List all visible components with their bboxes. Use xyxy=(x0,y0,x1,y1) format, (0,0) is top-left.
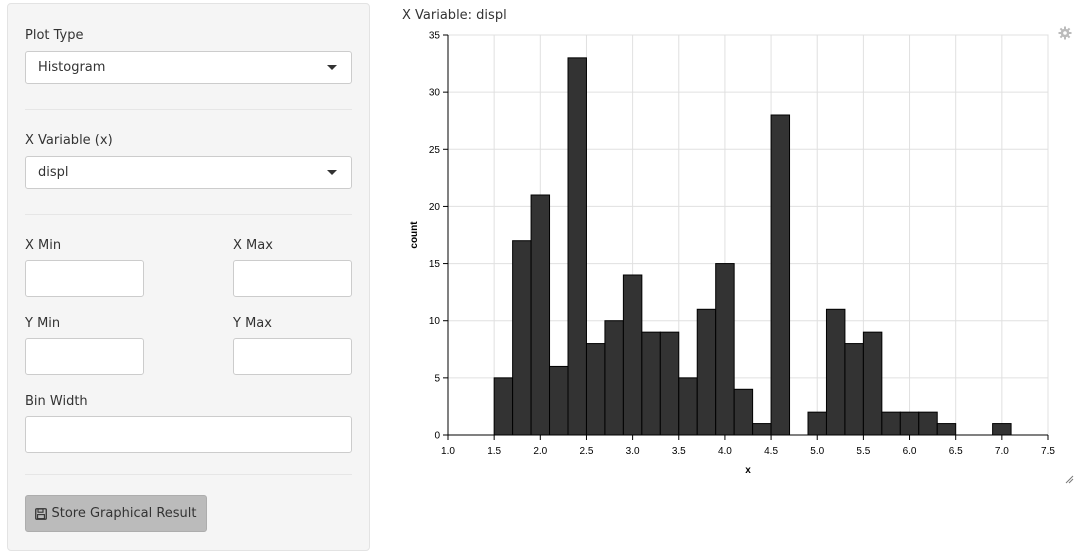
divider xyxy=(25,109,352,110)
resize-handle-icon[interactable] xyxy=(1064,474,1074,484)
x-axis-label: x xyxy=(745,465,751,476)
y-tick-label: 25 xyxy=(429,145,441,156)
histogram-bar xyxy=(585,343,606,436)
plot-type-value: Histogram xyxy=(38,60,106,75)
histogram-bar xyxy=(844,343,864,436)
histogram-bar xyxy=(992,423,1012,436)
x-tick-label: 4.0 xyxy=(718,446,732,457)
histogram-bar xyxy=(733,388,754,436)
x-tick-label: 7.5 xyxy=(1041,446,1055,457)
histogram-bar xyxy=(696,308,717,436)
y-max-input[interactable] xyxy=(233,338,352,375)
x-min-input[interactable] xyxy=(25,260,144,297)
histogram-bar xyxy=(512,240,532,436)
x-min-label: X Min xyxy=(25,238,62,253)
histogram-bar xyxy=(899,411,920,436)
divider xyxy=(25,214,352,215)
histogram-bar xyxy=(752,423,772,436)
y-tick-label: 15 xyxy=(429,259,441,270)
x-tick-label: 2.0 xyxy=(533,446,547,457)
y-tick-label: 35 xyxy=(429,31,441,42)
y-tick-label: 0 xyxy=(434,431,440,442)
y-tick-label: 30 xyxy=(429,88,441,99)
y-tick-label: 10 xyxy=(429,316,441,327)
histogram-bar xyxy=(936,423,957,436)
histogram-bar xyxy=(807,411,827,436)
histogram-bar xyxy=(770,114,791,436)
store-graphical-result-button[interactable]: Store Graphical Result xyxy=(25,495,207,532)
x-tick-label: 6.0 xyxy=(903,446,917,457)
x-variable-label: X Variable (x) xyxy=(25,133,113,148)
chevron-down-icon xyxy=(327,65,337,70)
store-button-label: Store Graphical Result xyxy=(51,506,197,521)
histogram-bar xyxy=(549,365,569,436)
bin-width-input[interactable] xyxy=(25,416,352,453)
histogram-bar xyxy=(918,411,938,436)
x-tick-label: 1.5 xyxy=(487,446,501,457)
save-icon xyxy=(35,507,48,520)
x-tick-label: 5.0 xyxy=(810,446,824,457)
chevron-down-icon xyxy=(327,170,337,175)
x-tick-label: 2.5 xyxy=(580,446,594,457)
histogram-bar xyxy=(659,331,680,436)
y-min-label: Y Min xyxy=(25,316,61,331)
histogram-bar xyxy=(493,377,514,436)
plot-type-label: Plot Type xyxy=(25,28,84,43)
y-tick-label: 5 xyxy=(434,373,440,384)
histogram-bar xyxy=(622,274,643,436)
histogram-chart: 1.0 1.5 2.0 2.5 3.0 3.5 4.0 4.5 5.0 5.5 6.0 6.5 7.0 7… xyxy=(409,31,1055,477)
x-max-label: X Max xyxy=(233,238,273,253)
bin-width-label: Bin Width xyxy=(25,394,88,409)
y-tick-label: 20 xyxy=(429,202,441,213)
histogram-bar xyxy=(567,57,587,436)
gear-icon[interactable] xyxy=(1058,26,1072,40)
histogram-bar xyxy=(678,377,698,436)
plot-title: X Variable: displ xyxy=(402,8,507,23)
histogram-bar xyxy=(715,263,735,436)
histogram-bar xyxy=(862,331,883,436)
plot-type-select[interactable]: Histogram xyxy=(25,51,352,84)
x-tick-label: 6.5 xyxy=(949,446,963,457)
x-tick-label: 3.5 xyxy=(672,446,686,457)
x-max-input[interactable] xyxy=(233,260,352,297)
x-tick-label: 3.0 xyxy=(626,446,640,457)
histogram-bar xyxy=(604,320,624,436)
x-variable-select[interactable]: displ xyxy=(25,156,352,189)
x-variable-value: displ xyxy=(38,165,69,180)
x-tick-label: 1.0 xyxy=(441,446,455,457)
histogram-bar xyxy=(641,331,661,436)
histogram-bar xyxy=(881,411,901,436)
divider xyxy=(25,474,352,475)
x-tick-label: 4.5 xyxy=(764,446,778,457)
histogram-bar xyxy=(530,194,551,436)
sidebar-panel: Plot Type Histogram X Variable (x) displ… xyxy=(7,3,370,551)
x-tick-label: 5.5 xyxy=(856,446,870,457)
histogram-bar xyxy=(825,308,846,436)
y-max-label: Y Max xyxy=(233,316,272,331)
y-min-input[interactable] xyxy=(25,338,144,375)
y-axis-label: count xyxy=(409,221,420,249)
x-tick-label: 7.0 xyxy=(995,446,1009,457)
